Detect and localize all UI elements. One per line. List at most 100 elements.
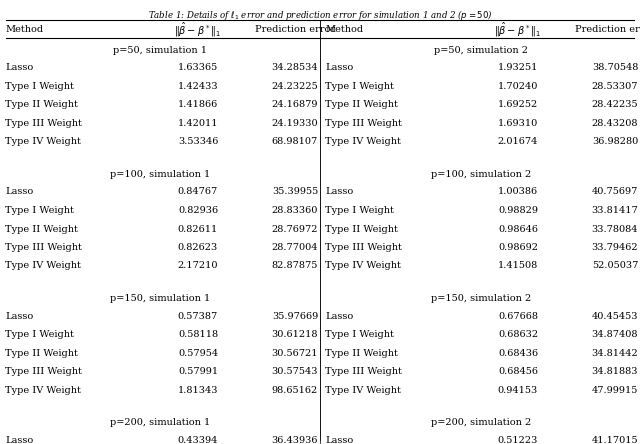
Text: 47.99915: 47.99915 — [592, 386, 638, 395]
Text: 0.57954: 0.57954 — [178, 349, 218, 358]
Text: Lasso: Lasso — [5, 187, 33, 197]
Text: 1.42011: 1.42011 — [178, 119, 218, 128]
Text: 28.43208: 28.43208 — [592, 119, 638, 128]
Text: 0.57387: 0.57387 — [178, 312, 218, 321]
Text: Type I Weight: Type I Weight — [5, 82, 74, 91]
Text: p=200, simulation 1: p=200, simulation 1 — [110, 418, 210, 428]
Text: 1.81343: 1.81343 — [178, 386, 218, 395]
Text: Type III Weight: Type III Weight — [325, 119, 402, 128]
Text: 34.87408: 34.87408 — [592, 330, 638, 339]
Text: 40.75697: 40.75697 — [592, 187, 638, 197]
Text: 52.05037: 52.05037 — [592, 262, 638, 270]
Text: Type I Weight: Type I Weight — [325, 82, 394, 91]
Text: $\|\hat{\beta} - \beta^*\|_1$: $\|\hat{\beta} - \beta^*\|_1$ — [175, 21, 221, 39]
Text: 0.82611: 0.82611 — [178, 225, 218, 234]
Text: 24.16879: 24.16879 — [272, 100, 318, 109]
Text: Lasso: Lasso — [325, 63, 353, 72]
Text: 28.53307: 28.53307 — [592, 82, 638, 91]
Text: 28.83360: 28.83360 — [272, 206, 318, 215]
Text: 1.69310: 1.69310 — [498, 119, 538, 128]
Text: p=100, simulation 1: p=100, simulation 1 — [110, 170, 210, 179]
Text: 0.84767: 0.84767 — [178, 187, 218, 197]
Text: Lasso: Lasso — [325, 187, 353, 197]
Text: 36.98280: 36.98280 — [592, 137, 638, 146]
Text: 36.43936: 36.43936 — [272, 436, 318, 444]
Text: 33.81417: 33.81417 — [591, 206, 638, 215]
Text: 40.45453: 40.45453 — [592, 312, 638, 321]
Text: Type II Weight: Type II Weight — [5, 100, 78, 109]
Text: 1.70240: 1.70240 — [498, 82, 538, 91]
Text: Lasso: Lasso — [325, 312, 353, 321]
Text: 68.98107: 68.98107 — [272, 137, 318, 146]
Text: Type I Weight: Type I Weight — [5, 330, 74, 339]
Text: Type IV Weight: Type IV Weight — [5, 386, 81, 395]
Text: 35.39955: 35.39955 — [272, 187, 318, 197]
Text: 24.23225: 24.23225 — [271, 82, 318, 91]
Text: p=100, simulation 2: p=100, simulation 2 — [431, 170, 532, 179]
Text: 30.56721: 30.56721 — [272, 349, 318, 358]
Text: 28.42235: 28.42235 — [592, 100, 638, 109]
Text: 0.68436: 0.68436 — [498, 349, 538, 358]
Text: $\|\hat{\beta} - \beta^*\|_1$: $\|\hat{\beta} - \beta^*\|_1$ — [495, 21, 541, 39]
Text: 35.97669: 35.97669 — [272, 312, 318, 321]
Text: 1.42433: 1.42433 — [178, 82, 218, 91]
Text: Type IV Weight: Type IV Weight — [5, 137, 81, 146]
Text: Type I Weight: Type I Weight — [5, 206, 74, 215]
Text: 0.82623: 0.82623 — [178, 243, 218, 252]
Text: Method: Method — [325, 25, 363, 35]
Text: 98.65162: 98.65162 — [272, 386, 318, 395]
Text: Type III Weight: Type III Weight — [325, 367, 402, 376]
Text: 0.67668: 0.67668 — [498, 312, 538, 321]
Text: 34.81442: 34.81442 — [591, 349, 638, 358]
Text: 38.70548: 38.70548 — [592, 63, 638, 72]
Text: Type I Weight: Type I Weight — [325, 206, 394, 215]
Text: Lasso: Lasso — [5, 63, 33, 72]
Text: 1.00386: 1.00386 — [498, 187, 538, 197]
Text: Prediction error: Prediction error — [575, 25, 640, 35]
Text: Prediction error: Prediction error — [255, 25, 335, 35]
Text: p=150, simulation 2: p=150, simulation 2 — [431, 294, 532, 303]
Text: 0.68632: 0.68632 — [498, 330, 538, 339]
Text: Type II Weight: Type II Weight — [5, 225, 78, 234]
Text: 1.41508: 1.41508 — [498, 262, 538, 270]
Text: 34.81883: 34.81883 — [592, 367, 638, 376]
Text: 24.19330: 24.19330 — [272, 119, 318, 128]
Text: 3.53346: 3.53346 — [178, 137, 218, 146]
Text: p=50, simulation 1: p=50, simulation 1 — [113, 46, 207, 55]
Text: 0.51223: 0.51223 — [498, 436, 538, 444]
Text: p=200, simulation 2: p=200, simulation 2 — [431, 418, 532, 428]
Text: 0.98692: 0.98692 — [498, 243, 538, 252]
Text: 28.76972: 28.76972 — [272, 225, 318, 234]
Text: 33.78084: 33.78084 — [592, 225, 638, 234]
Text: Type II Weight: Type II Weight — [325, 100, 398, 109]
Text: 82.87875: 82.87875 — [272, 262, 318, 270]
Text: 1.41866: 1.41866 — [178, 100, 218, 109]
Text: 34.28534: 34.28534 — [272, 63, 318, 72]
Text: 0.68456: 0.68456 — [498, 367, 538, 376]
Text: 0.98829: 0.98829 — [498, 206, 538, 215]
Text: Type II Weight: Type II Weight — [325, 225, 398, 234]
Text: 41.17015: 41.17015 — [592, 436, 638, 444]
Text: Type III Weight: Type III Weight — [5, 367, 82, 376]
Text: Type III Weight: Type III Weight — [5, 119, 82, 128]
Text: 2.01674: 2.01674 — [498, 137, 538, 146]
Text: Table 1: Details of $\ell_1$ error and prediction error for simulation 1 and 2 (: Table 1: Details of $\ell_1$ error and p… — [148, 8, 492, 22]
Text: Type IV Weight: Type IV Weight — [325, 137, 401, 146]
Text: 0.43394: 0.43394 — [178, 436, 218, 444]
Text: Type III Weight: Type III Weight — [5, 243, 82, 252]
Text: 0.58118: 0.58118 — [178, 330, 218, 339]
Text: Lasso: Lasso — [5, 436, 33, 444]
Text: 1.63365: 1.63365 — [178, 63, 218, 72]
Text: 33.79462: 33.79462 — [592, 243, 638, 252]
Text: Type II Weight: Type II Weight — [325, 349, 398, 358]
Text: 0.82936: 0.82936 — [178, 206, 218, 215]
Text: p=150, simulation 1: p=150, simulation 1 — [110, 294, 210, 303]
Text: Type IV Weight: Type IV Weight — [5, 262, 81, 270]
Text: 30.61218: 30.61218 — [272, 330, 318, 339]
Text: 0.94153: 0.94153 — [498, 386, 538, 395]
Text: p=50, simulation 2: p=50, simulation 2 — [435, 46, 529, 55]
Text: 28.77004: 28.77004 — [272, 243, 318, 252]
Text: 30.57543: 30.57543 — [272, 367, 318, 376]
Text: 1.69252: 1.69252 — [498, 100, 538, 109]
Text: 2.17210: 2.17210 — [178, 262, 218, 270]
